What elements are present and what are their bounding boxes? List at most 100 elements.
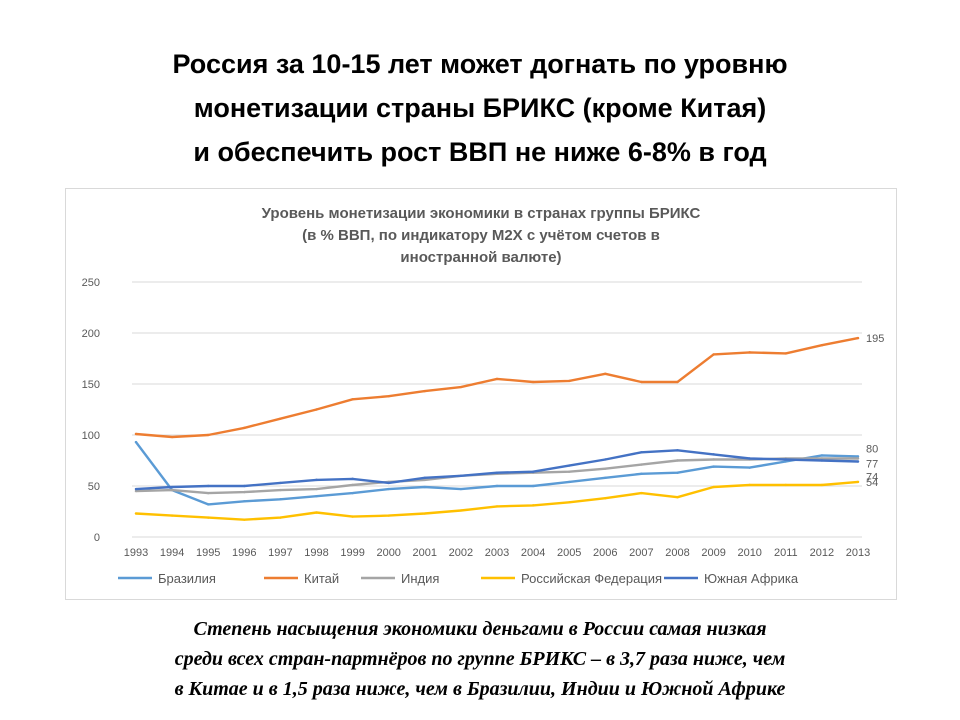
slide-title-line: Россия за 10-15 лет может догнать по уро…: [172, 49, 788, 79]
x-tick-label: 1998: [304, 547, 328, 559]
data-label: 54: [866, 477, 878, 489]
data-point: [134, 440, 138, 444]
x-tick-label: 2008: [665, 547, 689, 559]
data-point: [134, 487, 138, 491]
data-point: [856, 457, 860, 460]
data-point: [531, 470, 535, 473]
x-tick-label: 2003: [485, 547, 509, 559]
data-point: [243, 484, 246, 488]
data-point: [495, 471, 499, 474]
data-point: [351, 477, 354, 481]
data-point: [676, 459, 679, 462]
data-point: [459, 487, 463, 491]
data-point: [170, 514, 174, 517]
data-point: [820, 483, 824, 487]
data-point: [712, 453, 715, 456]
data-label: 74: [866, 472, 878, 484]
data-point: [423, 476, 426, 480]
legend-label: Южная Африка: [704, 571, 799, 586]
data-point: [207, 503, 210, 506]
data-point: [531, 380, 535, 384]
data-point: [856, 480, 860, 484]
data-point: [279, 516, 282, 519]
data-point: [387, 481, 390, 485]
legend-label: Российская Федерация: [521, 571, 662, 586]
data-label: 80: [866, 443, 878, 455]
data-point: [748, 351, 751, 354]
y-tick-label: 250: [82, 277, 100, 289]
chart-title-line: (в % ВВП, по индикатору M2X с учётом сче…: [302, 227, 660, 244]
caption-line: Степень насыщения экономики деньгами в Р…: [193, 618, 767, 640]
data-point: [604, 458, 607, 461]
data-point: [820, 457, 824, 460]
data-point: [387, 487, 390, 491]
data-point: [604, 467, 607, 470]
data-point: [784, 460, 787, 463]
data-point: [459, 385, 463, 389]
data-point: [712, 353, 715, 356]
data-point: [640, 463, 643, 466]
x-tick-label: 2013: [846, 547, 870, 559]
data-point: [676, 380, 679, 384]
x-tick-label: 1997: [268, 547, 292, 559]
data-point: [568, 470, 571, 473]
data-point: [207, 516, 210, 519]
data-point: [423, 485, 426, 489]
data-point: [640, 380, 643, 384]
data-point: [351, 398, 354, 401]
y-tick-label: 150: [82, 379, 100, 391]
x-tick-label: 2011: [774, 547, 798, 559]
data-point: [784, 352, 787, 355]
data-point: [315, 487, 318, 491]
x-tick-label: 1994: [160, 547, 184, 559]
data-point: [748, 483, 751, 487]
data-point: [279, 417, 282, 420]
x-tick-label: 1999: [340, 547, 364, 559]
data-point: [315, 408, 318, 411]
data-point: [423, 512, 426, 515]
slide-caption: Степень насыщения экономики деньгами в Р…: [20, 614, 940, 704]
data-point: [748, 466, 751, 469]
x-tick-label: 2009: [701, 547, 725, 559]
data-point: [495, 377, 499, 381]
data-point: [134, 432, 138, 436]
data-point: [134, 512, 138, 515]
line-chart: Уровень монетизации экономики в странах …: [82, 205, 885, 586]
x-tick-label: 2007: [629, 547, 653, 559]
data-point: [856, 336, 860, 340]
chart-frame: Уровень монетизации экономики в странах …: [65, 188, 897, 600]
data-point: [495, 484, 499, 488]
x-axis: 1993 1994 1995 1996 1997 1998 1999 2000 2001 2002…: [124, 547, 870, 559]
data-point: [676, 471, 679, 474]
data-point: [387, 395, 390, 398]
caption-line: в Китае и в 1,5 раза ниже, чем в Бразили…: [174, 678, 786, 700]
data-point: [712, 485, 715, 489]
data-point: [568, 464, 571, 467]
legend: Бразилия Китай Индия Российская Федерация Юж…: [118, 571, 799, 586]
data-point: [207, 433, 210, 437]
series-line: [134, 457, 860, 495]
data-point: [315, 495, 318, 498]
legend-label: Китай: [304, 571, 339, 586]
data-point: [243, 490, 246, 494]
x-tick-label: 2004: [521, 547, 545, 559]
data-point: [820, 344, 824, 347]
data-point: [459, 474, 463, 477]
data-point: [640, 472, 643, 475]
data-point: [784, 458, 787, 461]
data-point: [243, 426, 246, 430]
data-point: [170, 485, 174, 489]
data-point: [640, 491, 643, 495]
x-tick-label: 2000: [376, 547, 400, 559]
data-point: [604, 476, 607, 480]
legend-label: Индия: [401, 571, 439, 586]
data-point: [640, 451, 643, 454]
caption-line: среди всех стран-партнёров по группе БРИ…: [174, 648, 786, 670]
y-tick-label: 50: [88, 481, 100, 493]
x-tick-label: 2006: [593, 547, 617, 559]
x-tick-label: 2012: [810, 547, 834, 559]
data-point: [243, 518, 246, 521]
data-point: [568, 501, 571, 504]
gridlines: [132, 281, 862, 538]
